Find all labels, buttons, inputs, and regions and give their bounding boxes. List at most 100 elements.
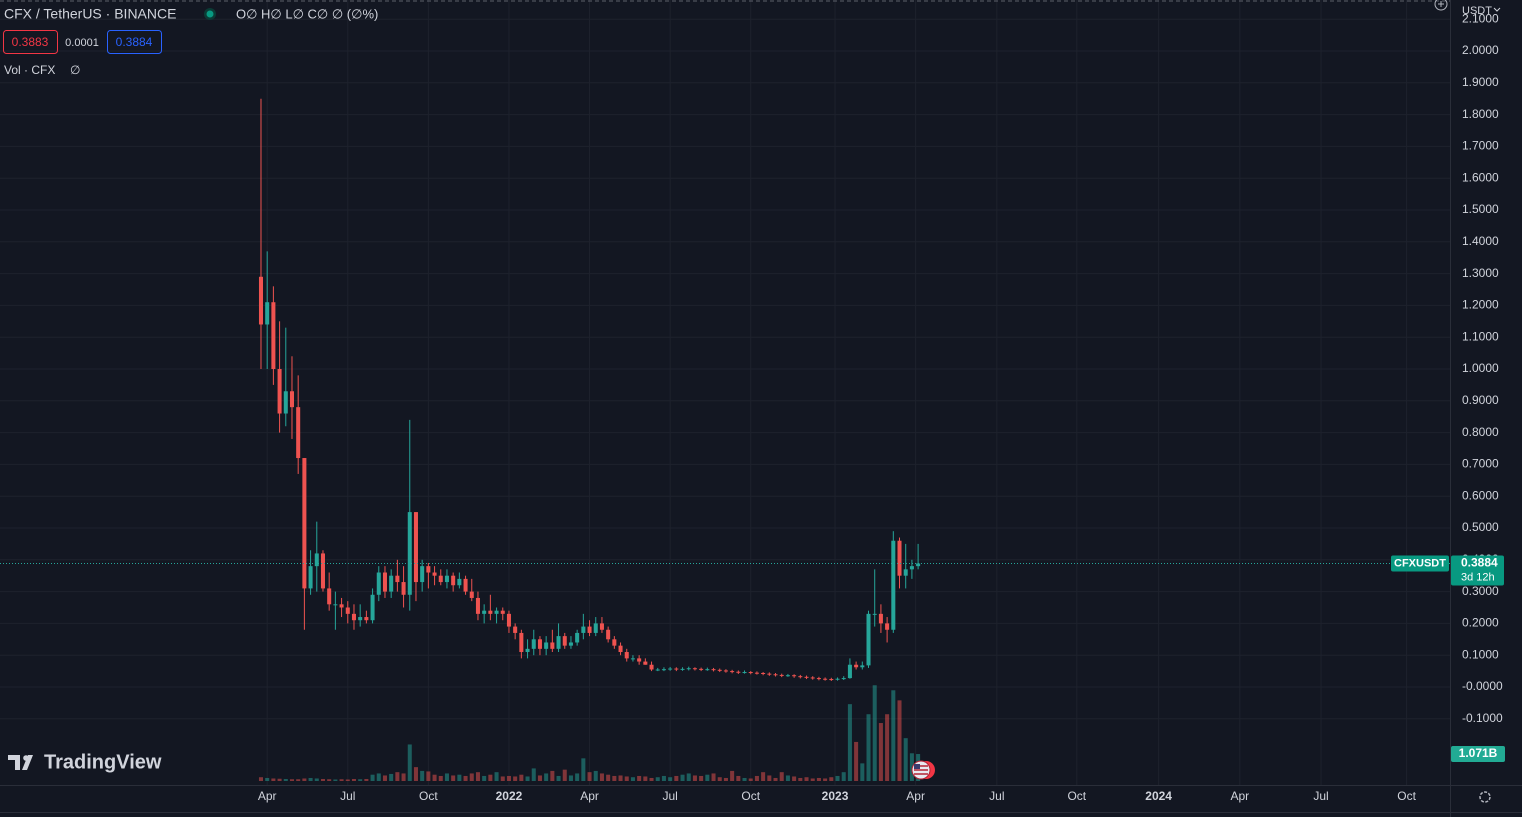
volume-bar	[692, 775, 697, 781]
symbol-title: CFX / TetherUS · BINANCE	[4, 6, 176, 22]
volume-bar	[271, 778, 276, 781]
candle-body	[606, 629, 611, 640]
volume-bar	[296, 779, 301, 781]
candle-body	[903, 569, 908, 576]
y-tick-label: -0.0000	[1462, 679, 1503, 693]
y-tick-label: 1.2000	[1462, 298, 1499, 312]
candle-body	[692, 668, 697, 670]
candle-body	[909, 566, 914, 570]
candle-body	[736, 671, 741, 673]
candle-body	[624, 652, 629, 659]
volume-bar	[909, 753, 914, 781]
candle-body	[674, 668, 679, 670]
candle-body	[748, 672, 753, 674]
volume-bar	[568, 775, 573, 781]
candle-body	[568, 642, 573, 646]
volume-bar	[668, 777, 673, 781]
ask-box[interactable]	[107, 30, 162, 54]
currency-chevron[interactable]	[1493, 7, 1501, 12]
volume-bar	[345, 779, 350, 781]
volume-bar	[810, 778, 815, 781]
volume-bar	[587, 772, 592, 781]
candle-body	[544, 642, 549, 649]
volume-bar	[624, 776, 629, 781]
candle-body	[308, 566, 313, 589]
volume-bar	[413, 767, 418, 781]
plus-icon[interactable]	[1438, 1, 1444, 7]
candle-body	[872, 613, 877, 615]
volume-bar	[847, 704, 852, 781]
volume-bar	[643, 776, 648, 781]
candle-body	[661, 669, 666, 671]
volume-bar	[258, 777, 264, 781]
candle-body	[537, 639, 542, 649]
volume-bar	[872, 685, 877, 781]
candle-body	[618, 645, 623, 653]
volume-bar	[674, 775, 679, 781]
bid-box[interactable]	[3, 30, 58, 54]
volume-bar	[482, 775, 487, 781]
y-tick-label: 0.2000	[1462, 616, 1499, 630]
candle-body	[426, 566, 431, 573]
volume-bar	[878, 723, 883, 781]
ask-price[interactable]: 0.3884	[116, 35, 153, 49]
volume-bar	[823, 778, 828, 781]
candle-body	[798, 676, 803, 678]
volume-bar	[314, 778, 319, 781]
candle-body	[705, 669, 710, 671]
volume-bar	[866, 714, 871, 781]
volume-bar	[550, 770, 555, 781]
y-tick-label: 1.8000	[1462, 107, 1499, 121]
volume-bar	[686, 773, 691, 781]
candle-body	[680, 668, 685, 670]
volume-bar	[792, 776, 797, 781]
candle-body	[451, 575, 456, 586]
y-tick-label: -0.1000	[1462, 711, 1503, 725]
volume-bar	[420, 770, 425, 781]
x-tick-label: Apr	[906, 789, 925, 803]
candle-body	[333, 604, 338, 606]
volume-bar	[395, 772, 400, 781]
volume-bar	[556, 775, 561, 781]
volume-bar	[767, 775, 772, 781]
currency[interactable]: USDT	[1462, 5, 1492, 17]
candle-body	[420, 566, 425, 583]
settings-icon[interactable]	[1479, 791, 1491, 803]
volume-bar	[494, 772, 499, 781]
brand: TradingView	[44, 751, 162, 773]
candle-body	[835, 678, 840, 680]
candle-body	[519, 632, 524, 653]
volume-bar	[438, 775, 443, 781]
volume-bar	[618, 775, 623, 781]
candle-body	[599, 623, 604, 630]
volume-bar	[829, 777, 834, 781]
countdown: 3d 12h	[1461, 571, 1495, 583]
candle-body	[829, 679, 834, 681]
volume-label: 1.071B	[1459, 746, 1498, 760]
volume-bar	[723, 777, 728, 781]
candle-body	[469, 591, 474, 598]
volume-bar	[513, 776, 518, 781]
bid-price[interactable]: 0.3883	[12, 35, 49, 49]
volume-bar	[860, 763, 865, 781]
volume-bar	[531, 768, 536, 781]
candle-body	[289, 391, 294, 408]
x-tick-label: 2022	[496, 789, 523, 803]
candle-body	[407, 512, 412, 595]
plus-button[interactable]	[1434, 0, 1448, 11]
x-tick-label: Jul	[1313, 789, 1328, 803]
x-tick-label: Oct	[419, 789, 438, 803]
volume-indicator-value: ∅	[70, 63, 80, 77]
volume-bar	[581, 758, 586, 781]
volume-bar	[599, 773, 604, 781]
volume-bar	[277, 778, 282, 781]
volume-bar	[469, 773, 474, 781]
candle-body	[816, 678, 821, 680]
volume-bar	[779, 772, 784, 781]
candle-body	[866, 613, 871, 666]
volume-bar	[426, 771, 431, 781]
candle-body	[258, 276, 264, 325]
volume-bar	[308, 777, 313, 781]
candles	[0, 98, 1450, 681]
